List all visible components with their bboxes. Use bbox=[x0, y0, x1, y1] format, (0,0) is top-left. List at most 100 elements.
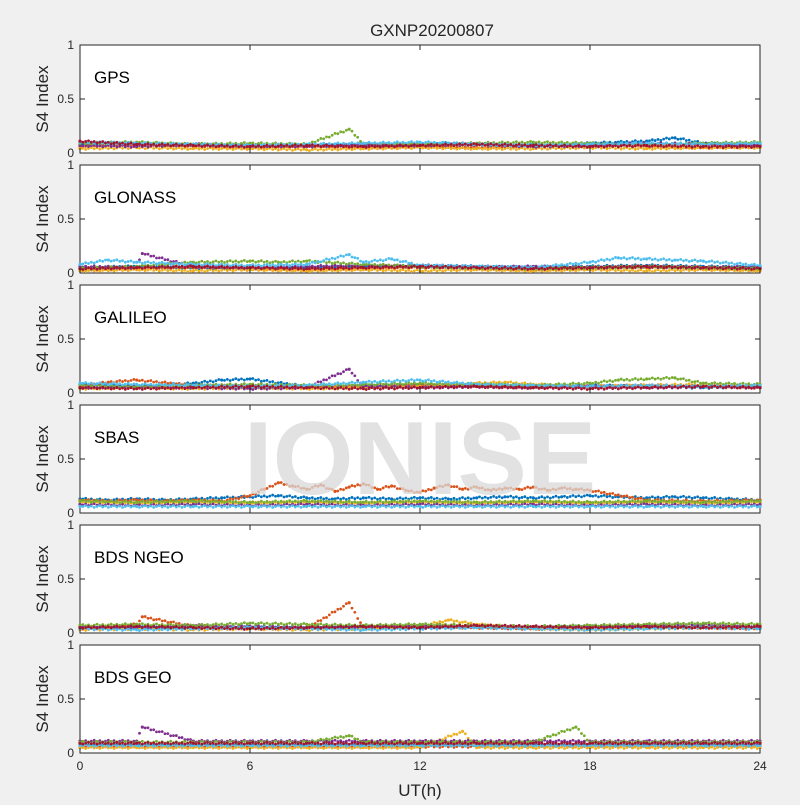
data-point bbox=[506, 144, 509, 147]
data-point bbox=[331, 262, 334, 265]
data-point bbox=[359, 387, 362, 390]
data-point bbox=[271, 266, 274, 269]
data-point bbox=[277, 145, 280, 148]
data-point bbox=[229, 267, 232, 270]
data-point bbox=[563, 144, 566, 147]
data-point bbox=[149, 379, 152, 382]
data-point bbox=[407, 141, 410, 144]
data-point bbox=[362, 387, 365, 390]
data-point bbox=[138, 387, 141, 390]
data-point bbox=[130, 383, 133, 386]
data-point bbox=[727, 262, 730, 265]
data-point bbox=[138, 379, 141, 382]
data-point bbox=[319, 148, 322, 151]
data-point bbox=[424, 141, 427, 144]
data-point bbox=[594, 265, 597, 268]
data-point bbox=[574, 384, 577, 387]
data-point bbox=[628, 265, 631, 268]
data-point bbox=[300, 270, 303, 273]
data-point bbox=[118, 382, 121, 385]
data-point bbox=[368, 266, 371, 269]
data-point bbox=[263, 379, 266, 382]
data-point bbox=[84, 267, 87, 270]
data-point bbox=[336, 372, 339, 375]
data-point bbox=[679, 270, 682, 273]
data-point bbox=[359, 145, 362, 148]
data-point bbox=[365, 260, 368, 263]
data-point bbox=[294, 266, 297, 269]
data-point bbox=[742, 266, 745, 269]
data-point bbox=[169, 263, 172, 266]
data-point bbox=[356, 267, 359, 270]
data-point bbox=[172, 262, 175, 265]
data-point bbox=[569, 262, 572, 265]
data-point bbox=[135, 261, 138, 264]
data-point bbox=[319, 264, 322, 267]
data-point bbox=[657, 145, 660, 148]
data-point bbox=[393, 266, 396, 269]
data-point bbox=[260, 386, 263, 389]
data-point bbox=[594, 381, 597, 384]
data-point bbox=[317, 260, 320, 263]
data-point bbox=[200, 269, 203, 272]
data-point bbox=[631, 142, 634, 145]
data-point bbox=[489, 266, 492, 269]
data-point bbox=[110, 260, 113, 263]
data-point bbox=[115, 383, 118, 386]
data-point bbox=[200, 387, 203, 390]
data-point bbox=[659, 378, 662, 381]
data-point bbox=[674, 265, 677, 268]
data-point bbox=[691, 381, 694, 384]
data-point bbox=[203, 148, 206, 151]
data-point bbox=[285, 385, 288, 388]
data-point bbox=[263, 385, 266, 388]
data-point bbox=[246, 145, 249, 148]
data-point bbox=[572, 263, 575, 266]
data-point bbox=[679, 258, 682, 261]
data-point bbox=[240, 260, 243, 263]
data-point bbox=[504, 143, 507, 146]
data-point bbox=[246, 378, 249, 381]
data-point bbox=[336, 142, 339, 145]
data-point bbox=[716, 267, 719, 270]
data-point bbox=[353, 269, 356, 272]
data-point bbox=[229, 259, 232, 262]
data-point bbox=[359, 140, 362, 143]
data-point bbox=[430, 264, 433, 267]
data-point bbox=[699, 145, 702, 148]
data-point bbox=[175, 261, 178, 264]
data-point bbox=[248, 385, 251, 388]
data-point bbox=[515, 267, 518, 270]
y-axis-label: S4 Index bbox=[33, 65, 52, 133]
data-point bbox=[591, 260, 594, 263]
data-point bbox=[107, 266, 110, 269]
data-point bbox=[382, 259, 385, 262]
data-point bbox=[736, 142, 739, 145]
data-point bbox=[149, 383, 152, 386]
data-point bbox=[285, 148, 288, 151]
data-point bbox=[611, 142, 614, 145]
data-point bbox=[206, 385, 209, 388]
data-point bbox=[246, 260, 249, 263]
data-point bbox=[81, 145, 84, 148]
data-point bbox=[164, 266, 167, 269]
data-point bbox=[294, 269, 297, 272]
data-point bbox=[232, 378, 235, 381]
data-point bbox=[90, 261, 93, 264]
data-point bbox=[464, 147, 467, 150]
data-point bbox=[674, 383, 677, 386]
data-point bbox=[308, 270, 311, 273]
data-point bbox=[739, 267, 742, 270]
data-point bbox=[339, 386, 342, 389]
data-point bbox=[84, 386, 87, 389]
data-point bbox=[336, 132, 339, 135]
data-point bbox=[237, 266, 240, 269]
data-point bbox=[124, 265, 127, 268]
data-point bbox=[271, 144, 274, 147]
data-point bbox=[144, 382, 147, 385]
data-point bbox=[251, 144, 254, 147]
data-point bbox=[257, 378, 260, 381]
data-point bbox=[467, 267, 470, 270]
data-point bbox=[498, 144, 501, 147]
data-point bbox=[81, 263, 84, 266]
